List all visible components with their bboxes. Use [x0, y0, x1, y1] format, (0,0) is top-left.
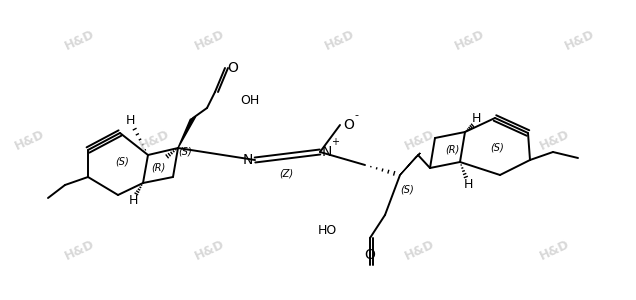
Text: +: + [331, 137, 339, 147]
Text: (S): (S) [115, 157, 129, 167]
Text: H&D: H&D [453, 28, 487, 52]
Text: H&D: H&D [403, 128, 437, 152]
Text: (R): (R) [445, 145, 459, 155]
Polygon shape [178, 117, 196, 148]
Text: O: O [364, 248, 375, 262]
Text: H: H [128, 194, 137, 206]
Text: H&D: H&D [538, 238, 572, 262]
Text: (R): (R) [151, 163, 165, 173]
Text: -: - [354, 110, 358, 120]
Text: OH: OH [240, 94, 259, 106]
Text: H: H [125, 113, 135, 127]
Text: H&D: H&D [538, 128, 572, 152]
Text: H&D: H&D [63, 28, 97, 52]
Text: H&D: H&D [193, 238, 227, 262]
Text: H&D: H&D [323, 28, 357, 52]
Text: O: O [343, 118, 354, 132]
Text: H&D: H&D [63, 238, 97, 262]
Text: O: O [228, 61, 238, 75]
Text: H&D: H&D [138, 128, 172, 152]
Text: HO: HO [318, 224, 337, 236]
Text: H: H [471, 112, 481, 124]
Text: H&D: H&D [193, 28, 227, 52]
Text: H: H [463, 178, 473, 191]
Text: (S): (S) [400, 185, 414, 195]
Polygon shape [400, 153, 420, 175]
Text: N: N [242, 153, 253, 167]
Text: H&D: H&D [13, 128, 47, 152]
Text: (S): (S) [178, 147, 192, 157]
Text: N: N [322, 145, 333, 159]
Text: H&D: H&D [563, 28, 597, 52]
Text: (S): (S) [490, 143, 504, 153]
Text: (Z): (Z) [279, 168, 293, 178]
Text: H&D: H&D [403, 238, 437, 262]
